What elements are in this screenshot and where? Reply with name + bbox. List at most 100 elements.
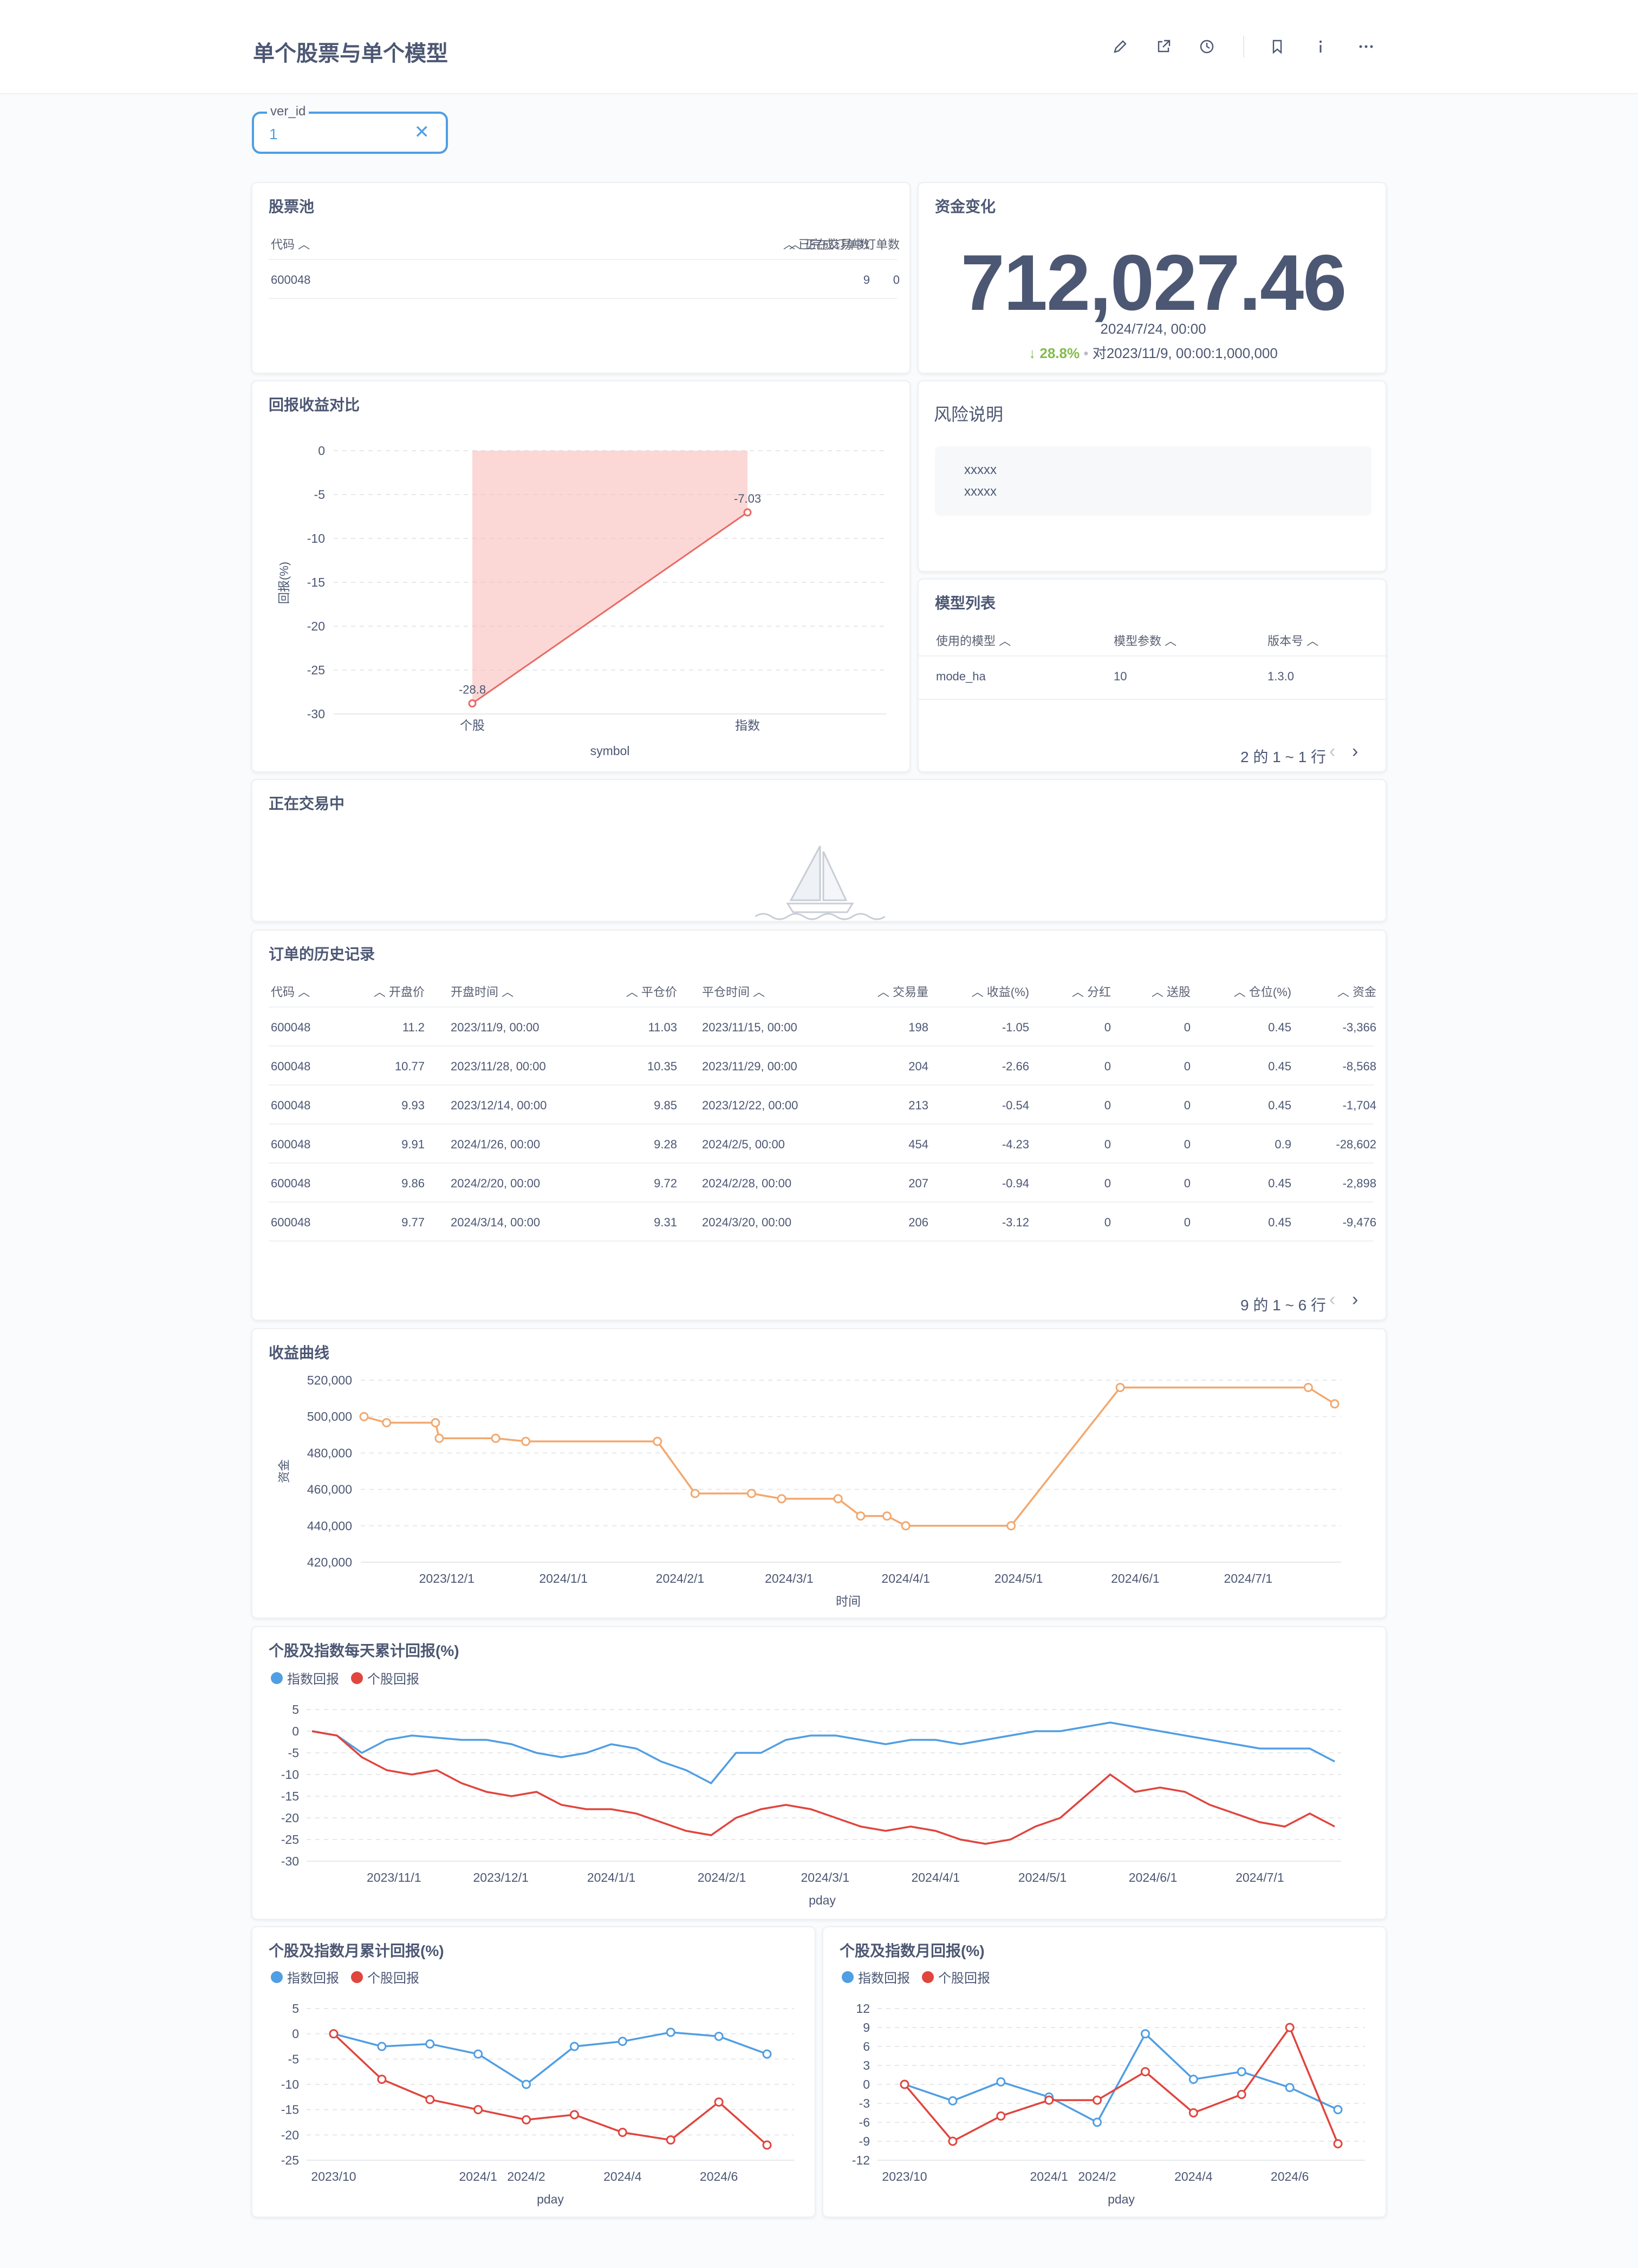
legend-dot [271,1672,283,1684]
series-line [904,2032,1338,2124]
series-line [311,1721,1335,1785]
y-tick-label: -10 [281,1767,299,1782]
column-header[interactable]: ︿ 已完成订单数 [783,238,870,251]
return-compare-card: 回报收益对比 0 -5 -10 -15 -20 -25 -30 -28.8 -7.03 个股 指数 s… [251,380,911,772]
data-point [431,1418,440,1428]
table-cell: 0 [893,273,900,287]
table-cell: 0.45 [1268,1099,1291,1112]
return-compare-chart: 0 -5 -10 -15 -20 -25 -30 -28.8 -7.03 个股 指数 symbol 回报… [277,444,886,758]
legend-dot [351,1971,363,1983]
column-header[interactable]: 代码 ︿ [271,985,310,999]
data-point [569,2042,579,2051]
table-cell: -8,568 [1342,1060,1376,1073]
x-tick-label: 指数 [735,718,760,732]
table-cell: 9.91 [401,1138,425,1151]
column-header[interactable]: 版本号 ︿ [1268,634,1319,648]
legend-label[interactable]: 指数回报 [858,1971,910,1986]
legend-dot [351,1672,363,1684]
y-tick-label: -25 [307,663,325,677]
capital-change: 28.8% [1039,345,1080,361]
x-tick-label: 2023/12/1 [473,1870,528,1884]
risk-line: xxxxx [964,463,997,477]
table-cell: 0 [1184,1216,1191,1229]
share-icon[interactable] [1153,36,1174,57]
data-point [1237,2090,1246,2100]
data-point [1044,2095,1054,2105]
table-cell: 9.77 [401,1216,425,1229]
data-point [491,1433,500,1443]
column-header[interactable]: ︿ 正在交易中订单数 [789,238,900,251]
legend-label[interactable]: 个股回报 [367,1672,419,1687]
card-title: 订单的历史记录 [269,946,375,963]
x-tick-label: 2023/11/1 [367,1870,421,1884]
table-cell: 9.93 [401,1099,425,1112]
monthly-return-card: 个股及指数月回报(%) 指数回报 个股回报 12 9 6 3 0 -3 -6 -9 -12 202… [822,1926,1387,2218]
series-line [333,2031,768,2086]
column-header[interactable]: ︿ 交易量 [877,985,928,999]
y-tick-label: -15 [307,575,325,589]
legend-label[interactable]: 指数回报 [287,1971,339,1986]
y-tick-label: -25 [281,2153,299,2167]
y-tick-label: -5 [314,488,325,502]
column-header[interactable]: 使用的模型 ︿ [936,634,1011,648]
data-point [1115,1382,1125,1392]
x-tick-label: 2024/7/1 [1224,1571,1272,1585]
data-point [569,2110,579,2120]
x-axis-label: 时间 [836,1594,861,1608]
column-header[interactable]: 平仓时间 ︿ [702,985,765,999]
column-header[interactable]: ︿ 分红 [1071,985,1111,999]
chevron-left-icon[interactable]: ‹ [1329,1289,1336,1310]
x-tick-label: 2024/4/1 [881,1571,930,1585]
table-cell: 2023/11/29, 00:00 [702,1060,797,1073]
series-line [363,1386,1335,1527]
data-point [377,2075,387,2084]
x-tick-label: 2024/7/1 [1236,1870,1284,1884]
bookmark-icon[interactable] [1266,36,1288,57]
column-header[interactable]: 代码 ︿ [271,238,310,251]
legend-label[interactable]: 个股回报 [938,1971,990,1986]
column-header[interactable]: ︿ 收益(%) [971,985,1029,999]
data-point [473,2049,483,2059]
legend-label[interactable]: 个股回报 [367,1971,419,1986]
column-header[interactable]: ︿ 开盘价 [373,985,425,999]
table-cell: -0.94 [1002,1177,1029,1190]
chevron-left-icon[interactable]: ‹ [1329,741,1336,762]
order-history-card: 订单的历史记录 9 的 1 ~ 6 行 ‹ › 代码 ︿ ︿ 开盘价 开盘时间 ︿ ︿… [251,930,1387,1321]
column-header[interactable]: ︿ 平仓价 [626,985,677,999]
chevron-right-icon[interactable]: › [1352,1289,1358,1310]
column-header[interactable]: ︿ 仓位(%) [1233,985,1291,999]
ver-id-filter[interactable]: ver_id 1 ✕ [252,104,448,154]
y-tick-label: 0 [292,1724,299,1738]
table-cell: 600048 [271,1099,311,1112]
capital-value: 712,027.46 [960,238,1347,327]
column-header[interactable]: ︿ 送股 [1151,985,1191,999]
y-tick-label: 0 [318,444,325,458]
clear-filter-icon[interactable]: ✕ [414,122,430,142]
column-header[interactable]: 开盘时间 ︿ [451,985,514,999]
edit-icon[interactable] [1109,36,1131,57]
table-cell: 0.45 [1268,1021,1291,1034]
card-title: 个股及指数月回报(%) [840,1942,985,1959]
y-tick-label: 6 [863,2039,870,2053]
x-tick-label: 2024/2/1 [698,1870,746,1884]
chevron-right-icon[interactable]: › [1352,741,1358,762]
y-tick-label: -15 [281,2103,299,2117]
table-cell: -1,704 [1342,1099,1376,1112]
data-point [473,2105,483,2115]
filter-value[interactable]: 1 [269,126,278,142]
x-tick-label: 2024/4/1 [911,1870,960,1884]
info-icon[interactable] [1310,36,1331,57]
column-header[interactable]: ︿ 资金 [1337,985,1376,999]
x-tick-label: 2024/3/1 [801,1870,850,1884]
table-cell: 2024/3/14, 00:00 [451,1216,541,1229]
history-icon[interactable] [1196,36,1218,57]
table-cell: 0.9 [1275,1138,1291,1151]
table-cell: 0.45 [1268,1060,1291,1073]
legend-label[interactable]: 指数回报 [287,1672,339,1687]
x-tick-label: 2023/10 [311,2169,356,2183]
data-point [1006,1521,1016,1531]
card-title: 股票池 [269,198,315,215]
card-title: 风险说明 [934,405,1004,424]
more-icon[interactable] [1355,36,1377,57]
column-header[interactable]: 模型参数 ︿ [1114,634,1177,648]
